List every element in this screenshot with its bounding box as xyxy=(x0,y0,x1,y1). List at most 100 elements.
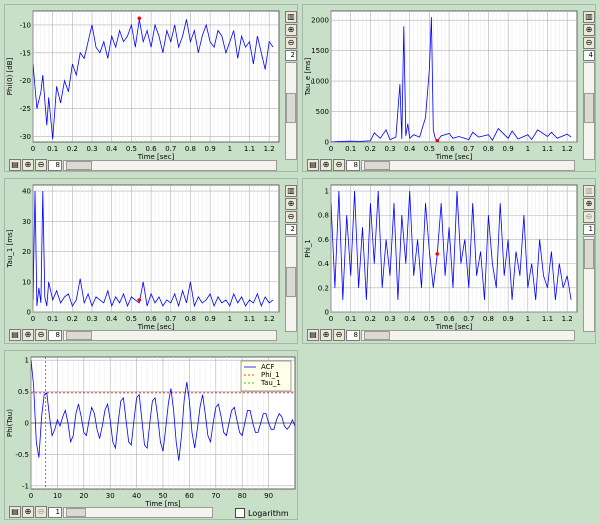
y-tick-label: -10 xyxy=(20,21,31,29)
horizontal-toolbar: ▤ ⊕ ⊖ 8 xyxy=(9,159,277,171)
zoom-out-icon[interactable]: ⊖ xyxy=(35,506,47,518)
legend xyxy=(240,360,292,392)
x-tick-label: 0.4 xyxy=(106,145,118,153)
layout-icon[interactable]: ▤ xyxy=(9,159,21,171)
x-tick-label: 40 xyxy=(132,492,141,500)
zoom-in-icon[interactable]: ⊕ xyxy=(583,24,595,36)
zoom-out-icon[interactable]: ⊖ xyxy=(333,159,345,171)
x-tick-label: 1.2 xyxy=(562,145,573,153)
x-tick-label: 1.2 xyxy=(264,145,275,153)
zoom-out-icon[interactable]: ⊖ xyxy=(285,37,297,49)
vertical-toolbar: ▥ ⊕ ⊖ 4 xyxy=(582,11,596,160)
y-axis-label: Phi(0) [dB] xyxy=(6,58,14,96)
y-axis-label: Phi_1 xyxy=(304,239,312,258)
zoom-out-icon[interactable]: ⊖ xyxy=(583,211,595,223)
horizontal-scrollbar[interactable] xyxy=(361,159,575,171)
y-tick-label: 0.8 xyxy=(318,212,329,220)
chart-panel-tau-1: 0 0.1 0.2 0.3 0.4 0.5 0.6 0.7 0.8 0.9 1 1.1 1.2 0 10 20… xyxy=(4,178,298,344)
zoom-out-icon[interactable]: ⊖ xyxy=(583,37,595,49)
x-tick-label: 0.3 xyxy=(86,315,97,323)
layout-icon[interactable]: ▤ xyxy=(307,159,319,171)
zoom-in-icon[interactable]: ⊕ xyxy=(285,24,297,36)
legend-entry: Phi_1 xyxy=(261,371,280,379)
y-tick-label: -1 xyxy=(22,482,29,490)
vertical-scrollbar[interactable] xyxy=(285,236,297,332)
y-tick-label: 2000 xyxy=(311,17,329,25)
x-tick-label: 0.4 xyxy=(404,315,416,323)
legend-entry: Tau_1 xyxy=(260,379,281,387)
zoom-out-icon[interactable]: ⊖ xyxy=(35,159,47,171)
x-tick-label: 1.1 xyxy=(542,145,553,153)
x-axis-label: Time [sec] xyxy=(137,323,175,331)
layout-icon[interactable]: ▥ xyxy=(583,185,595,197)
x-axis-label: Time [sec] xyxy=(137,153,175,161)
spinner-value[interactable]: 1 xyxy=(583,224,595,235)
chart-panel-phi0: 0 0.1 0.2 0.3 0.4 0.5 0.6 0.7 0.8 0.9 1 1.1 1.2 -10 -1… xyxy=(4,4,298,172)
checkbox-box[interactable] xyxy=(235,508,245,518)
zoom-out-icon[interactable]: ⊖ xyxy=(333,329,345,341)
x-tick-label: 0 xyxy=(31,315,35,323)
horizontal-scrollbar[interactable] xyxy=(63,506,213,518)
zoom-in-icon[interactable]: ⊕ xyxy=(583,198,595,210)
horizontal-scrollbar[interactable] xyxy=(63,329,277,341)
x-tick-label: 0.9 xyxy=(205,145,216,153)
spinner-value[interactable]: 2 xyxy=(285,50,297,61)
zoom-in-icon[interactable]: ⊕ xyxy=(22,329,34,341)
h-spinner-value[interactable]: 8 xyxy=(48,159,62,171)
x-tick-label: 0.3 xyxy=(384,315,395,323)
layout-icon[interactable]: ▥ xyxy=(583,11,595,23)
series-line xyxy=(33,190,274,308)
x-tick-label: 60 xyxy=(185,492,194,500)
layout-icon[interactable]: ▤ xyxy=(9,506,21,518)
y-tick-label: -15 xyxy=(20,49,31,57)
horizontal-toolbar: ▤ ⊕ ⊖ 8 xyxy=(9,329,277,341)
zoom-out-icon[interactable]: ⊖ xyxy=(285,211,297,223)
plot-area xyxy=(330,10,578,143)
x-tick-label: 0.5 xyxy=(126,315,137,323)
x-tick-label: 0.9 xyxy=(205,315,216,323)
h-spinner-value[interactable]: 8 xyxy=(48,329,62,341)
vertical-scrollbar[interactable] xyxy=(583,236,595,332)
h-spinner-value[interactable]: 8 xyxy=(346,159,360,171)
y-tick-label: 1500 xyxy=(311,47,329,55)
y-tick-label: 0.4 xyxy=(318,260,330,268)
x-tick-label: 1 xyxy=(228,145,232,153)
y-axis-label: Phi(Tau) xyxy=(6,409,14,437)
chart-phi0: 0 0.1 0.2 0.3 0.4 0.5 0.6 0.7 0.8 0.9 1 1.1 1.2 -10 -1… xyxy=(6,10,280,161)
zoom-out-icon[interactable]: ⊖ xyxy=(35,329,47,341)
spinner-value[interactable]: 4 xyxy=(583,50,595,61)
vertical-scrollbar[interactable] xyxy=(285,62,297,160)
x-tick-label: 0.3 xyxy=(86,145,97,153)
horizontal-scrollbar[interactable] xyxy=(361,329,575,341)
layout-icon[interactable]: ▥ xyxy=(285,11,297,23)
x-tick-label: 0.5 xyxy=(126,145,137,153)
horizontal-toolbar: ▤ ⊕ ⊖ 1 xyxy=(9,506,213,518)
horizontal-scrollbar[interactable] xyxy=(63,159,277,171)
checkbox-label: Logarithm xyxy=(248,508,289,518)
logarithm-checkbox[interactable]: Logarithm xyxy=(235,508,289,518)
layout-icon[interactable]: ▥ xyxy=(285,185,297,197)
spinner-value[interactable]: 2 xyxy=(285,224,297,235)
cursor-marker xyxy=(137,298,142,302)
x-tick-label: 0.4 xyxy=(106,315,118,323)
x-tick-label: 50 xyxy=(159,492,168,500)
vertical-scrollbar[interactable] xyxy=(583,62,595,160)
zoom-in-icon[interactable]: ⊕ xyxy=(320,329,332,341)
zoom-in-icon[interactable]: ⊕ xyxy=(22,506,34,518)
y-tick-label: 0 xyxy=(325,309,329,317)
h-spinner-value[interactable]: 1 xyxy=(48,506,62,518)
zoom-in-icon[interactable]: ⊕ xyxy=(285,198,297,210)
series-line xyxy=(331,17,572,142)
layout-icon[interactable]: ▤ xyxy=(9,329,21,341)
chart-tau-e: 0 0.1 0.2 0.3 0.4 0.5 0.6 0.7 0.8 0.9 1 1.1 1.2 0 500 1… xyxy=(304,10,578,161)
chart-panel-tau-e: 0 0.1 0.2 0.3 0.4 0.5 0.6 0.7 0.8 0.9 1 1.1 1.2 0 500 1… xyxy=(302,4,596,172)
h-spinner-value[interactable]: 8 xyxy=(346,329,360,341)
chart-acf: 0 10 20 30 40 50 60 70 80 90 1 0.5 0 -0.5 -1 Time [ms] P… xyxy=(6,356,296,508)
series-line xyxy=(33,19,274,140)
x-axis-label: Time [sec] xyxy=(435,323,473,331)
zoom-in-icon[interactable]: ⊕ xyxy=(320,159,332,171)
x-tick-label: 0 xyxy=(329,315,333,323)
zoom-in-icon[interactable]: ⊕ xyxy=(22,159,34,171)
layout-icon[interactable]: ▤ xyxy=(307,329,319,341)
legend-entry: ACF xyxy=(261,363,275,371)
